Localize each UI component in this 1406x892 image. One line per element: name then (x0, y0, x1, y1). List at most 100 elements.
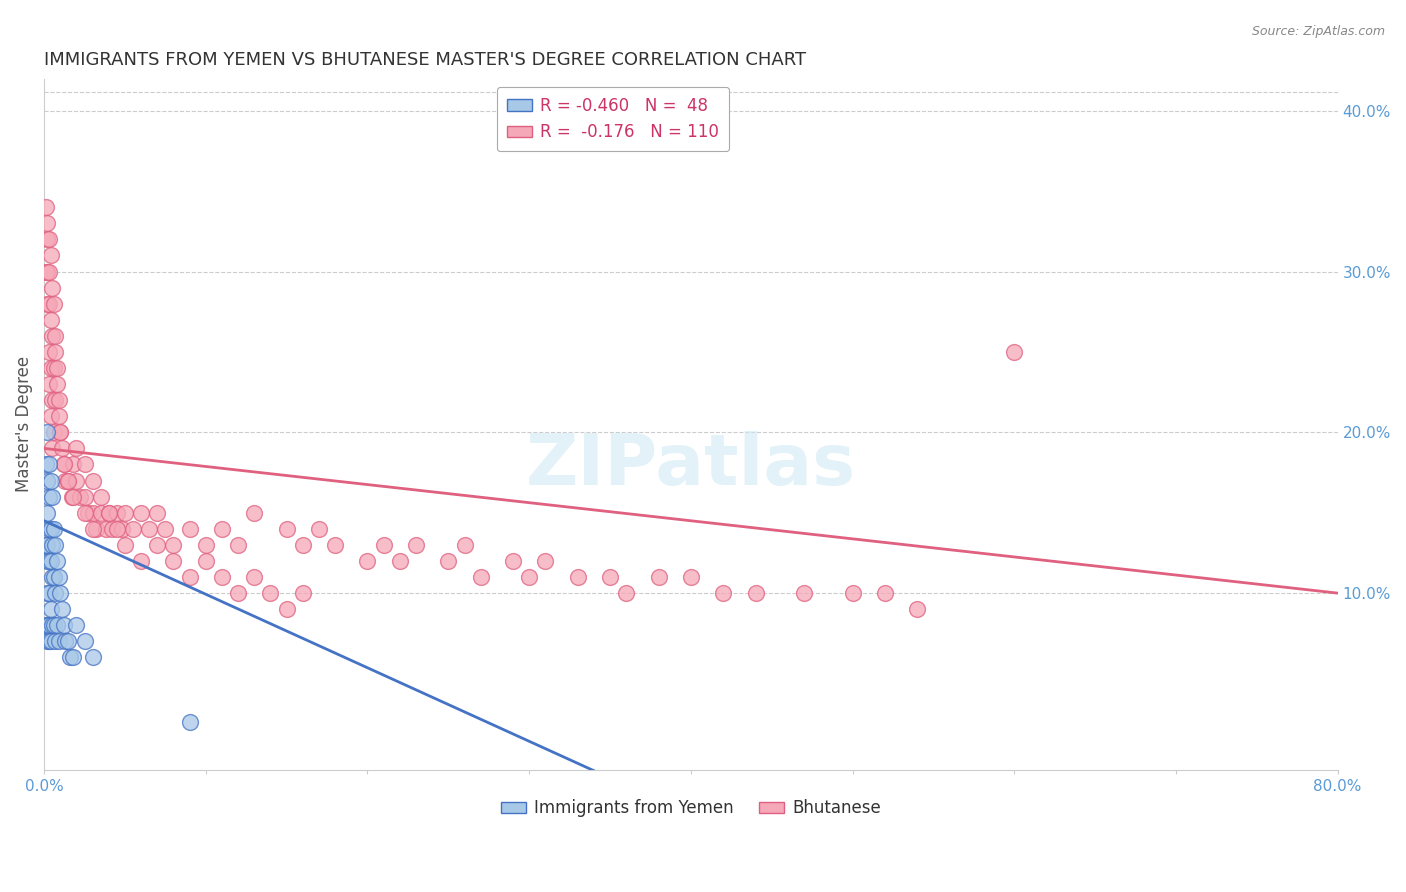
Point (744, 586, 766, 600)
Point (35, 538, 58, 552)
Point (73, 490, 96, 504)
Point (534, 554, 557, 568)
Point (38, 586, 60, 600)
Point (243, 506, 266, 520)
Point (243, 570, 266, 584)
Point (614, 586, 637, 600)
Point (41, 442, 63, 456)
Point (35, 458, 58, 472)
Point (38, 522, 60, 536)
Point (38, 264, 60, 278)
Point (38, 458, 60, 472)
Point (37, 618, 59, 632)
Point (52, 458, 75, 472)
Point (73, 458, 96, 472)
Point (62, 490, 84, 504)
Point (46, 377, 69, 392)
Point (211, 570, 233, 584)
Point (388, 554, 411, 568)
Point (138, 522, 160, 536)
Point (90, 506, 112, 520)
Point (62, 458, 84, 472)
Point (405, 538, 427, 552)
Point (291, 538, 314, 552)
Point (101, 522, 124, 536)
Point (82, 506, 104, 520)
Point (41, 490, 63, 504)
Point (647, 570, 669, 584)
Point (46, 554, 69, 568)
Point (41, 618, 63, 632)
Point (211, 522, 233, 536)
Point (48, 634, 70, 648)
Point (48, 570, 70, 584)
Point (38, 618, 60, 632)
Point (905, 602, 928, 616)
Point (37, 425, 59, 440)
Point (65, 474, 87, 488)
Point (155, 522, 177, 536)
Point (39, 634, 62, 648)
Point (38, 634, 60, 648)
Point (259, 586, 281, 600)
Point (46, 361, 69, 376)
Point (323, 538, 346, 552)
Y-axis label: Master's Degree: Master's Degree (15, 356, 32, 492)
Point (37, 538, 59, 552)
Point (48, 409, 70, 424)
Point (44, 345, 66, 359)
Text: IMMIGRANTS FROM YEMEN VS BHUTANESE MASTER'S DEGREE CORRELATION CHART: IMMIGRANTS FROM YEMEN VS BHUTANESE MASTE… (44, 51, 806, 69)
Point (437, 554, 460, 568)
Point (37, 554, 59, 568)
Point (226, 538, 249, 552)
Point (53, 634, 76, 648)
Point (567, 570, 589, 584)
Point (41, 393, 63, 408)
Point (841, 586, 863, 600)
Point (73, 506, 96, 520)
Point (146, 538, 169, 552)
Point (59, 650, 82, 665)
Point (58, 634, 80, 648)
Point (35, 618, 58, 632)
Point (39, 554, 62, 568)
Point (37, 506, 59, 520)
Point (470, 570, 492, 584)
Point (179, 522, 201, 536)
Point (111, 522, 134, 536)
Point (276, 522, 298, 536)
Point (39, 361, 62, 376)
Point (65, 442, 87, 456)
Point (42, 425, 65, 440)
Point (82, 522, 104, 536)
Point (122, 522, 145, 536)
Point (62, 650, 84, 665)
Point (37, 216, 59, 230)
Point (44, 329, 66, 343)
Point (38, 232, 60, 246)
Point (90, 490, 112, 504)
Point (291, 586, 314, 600)
Point (162, 538, 184, 552)
Point (39, 522, 62, 536)
Point (84, 522, 107, 536)
Point (49, 425, 72, 440)
Point (52, 458, 75, 472)
Point (37, 232, 59, 246)
Point (58, 474, 80, 488)
Point (37, 474, 59, 488)
Point (146, 506, 169, 520)
Point (44, 393, 66, 408)
Point (44, 634, 66, 648)
Point (42, 618, 65, 632)
Point (42, 570, 65, 584)
Point (356, 554, 378, 568)
Point (39, 602, 62, 616)
Point (179, 714, 201, 729)
Point (105, 506, 128, 520)
Point (873, 586, 896, 600)
Point (1002, 345, 1025, 359)
Point (42, 361, 65, 376)
Point (129, 554, 152, 568)
Point (97, 506, 120, 520)
